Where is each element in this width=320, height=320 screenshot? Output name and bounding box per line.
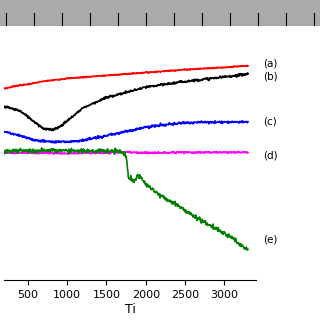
Text: (a): (a) xyxy=(263,59,277,69)
Text: (c): (c) xyxy=(263,116,276,126)
Text: (d): (d) xyxy=(263,150,277,160)
Text: (b): (b) xyxy=(263,72,277,82)
Text: (e): (e) xyxy=(263,234,277,244)
X-axis label: Ti: Ti xyxy=(124,303,135,316)
